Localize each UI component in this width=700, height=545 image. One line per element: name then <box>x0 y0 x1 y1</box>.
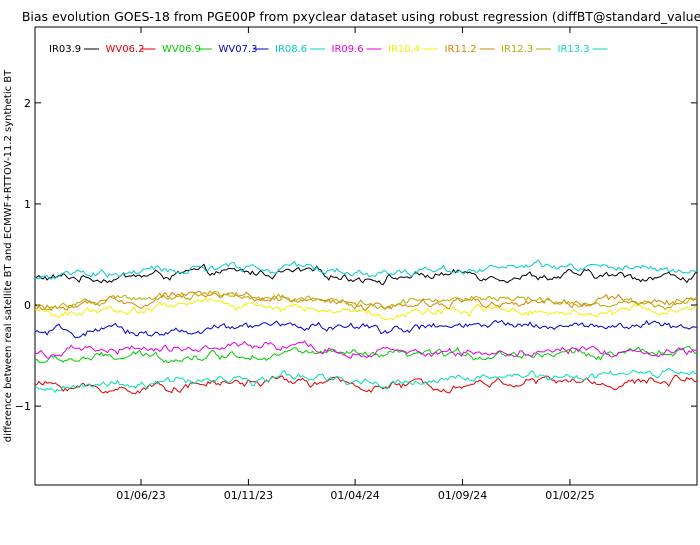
series-line-ir11-2 <box>34 290 698 312</box>
x-tick-label: 01/02/25 <box>545 489 594 502</box>
series-lines <box>34 259 698 395</box>
series-line-ir03-9 <box>34 263 698 285</box>
legend-label: IR11.2 <box>445 44 477 55</box>
axis-ticks: −1 0 1 2 01/06/23 01/11/23 01/04/24 01/09/24 01/… <box>15 27 697 502</box>
y-tick-label: −1 <box>15 400 31 413</box>
x-tick-label: 01/11/23 <box>224 489 273 502</box>
legend-label: IR09.6 <box>332 44 364 55</box>
y-tick-label: 0 <box>24 299 31 312</box>
series-line-ir09-6 <box>34 340 698 359</box>
legend-label: WV06.9 <box>162 44 201 55</box>
x-tick-label: 01/04/24 <box>330 489 379 502</box>
legend-label: IR12.3 <box>501 44 533 55</box>
x-tick-label: 01/06/23 <box>116 489 165 502</box>
legend-label: IR10.4 <box>388 44 420 55</box>
series-line-wv06-9 <box>34 345 698 364</box>
y-tick-label: 2 <box>24 97 31 110</box>
x-tick-label: 01/09/24 <box>438 489 487 502</box>
series-line-ir08-6 <box>34 259 698 280</box>
legend: IR03.9 WV06.2 WV06.9 WV07.3 IR08.6 IR09.6 IR10… <box>49 44 608 55</box>
series-line-ir12-3 <box>34 290 698 311</box>
plot-frame <box>34 26 698 486</box>
y-tick-label: 1 <box>24 198 31 211</box>
legend-label: IR08.6 <box>275 44 307 55</box>
legend-label: WV06.2 <box>106 44 145 55</box>
series-line-wv07-3 <box>34 319 697 339</box>
series-line-ir10-4 <box>34 296 698 321</box>
legend-label: IR13.3 <box>558 44 590 55</box>
legend-label: IR03.9 <box>49 44 81 55</box>
legend-label: WV07.3 <box>219 44 258 55</box>
y-axis-label: difference between real satellite BT and… <box>3 69 14 442</box>
chart-title: Bias evolution GOES-18 from PGE00P from … <box>22 9 700 24</box>
series-line-ir13-3 <box>34 367 698 394</box>
series-line-wv06-2 <box>34 374 698 395</box>
